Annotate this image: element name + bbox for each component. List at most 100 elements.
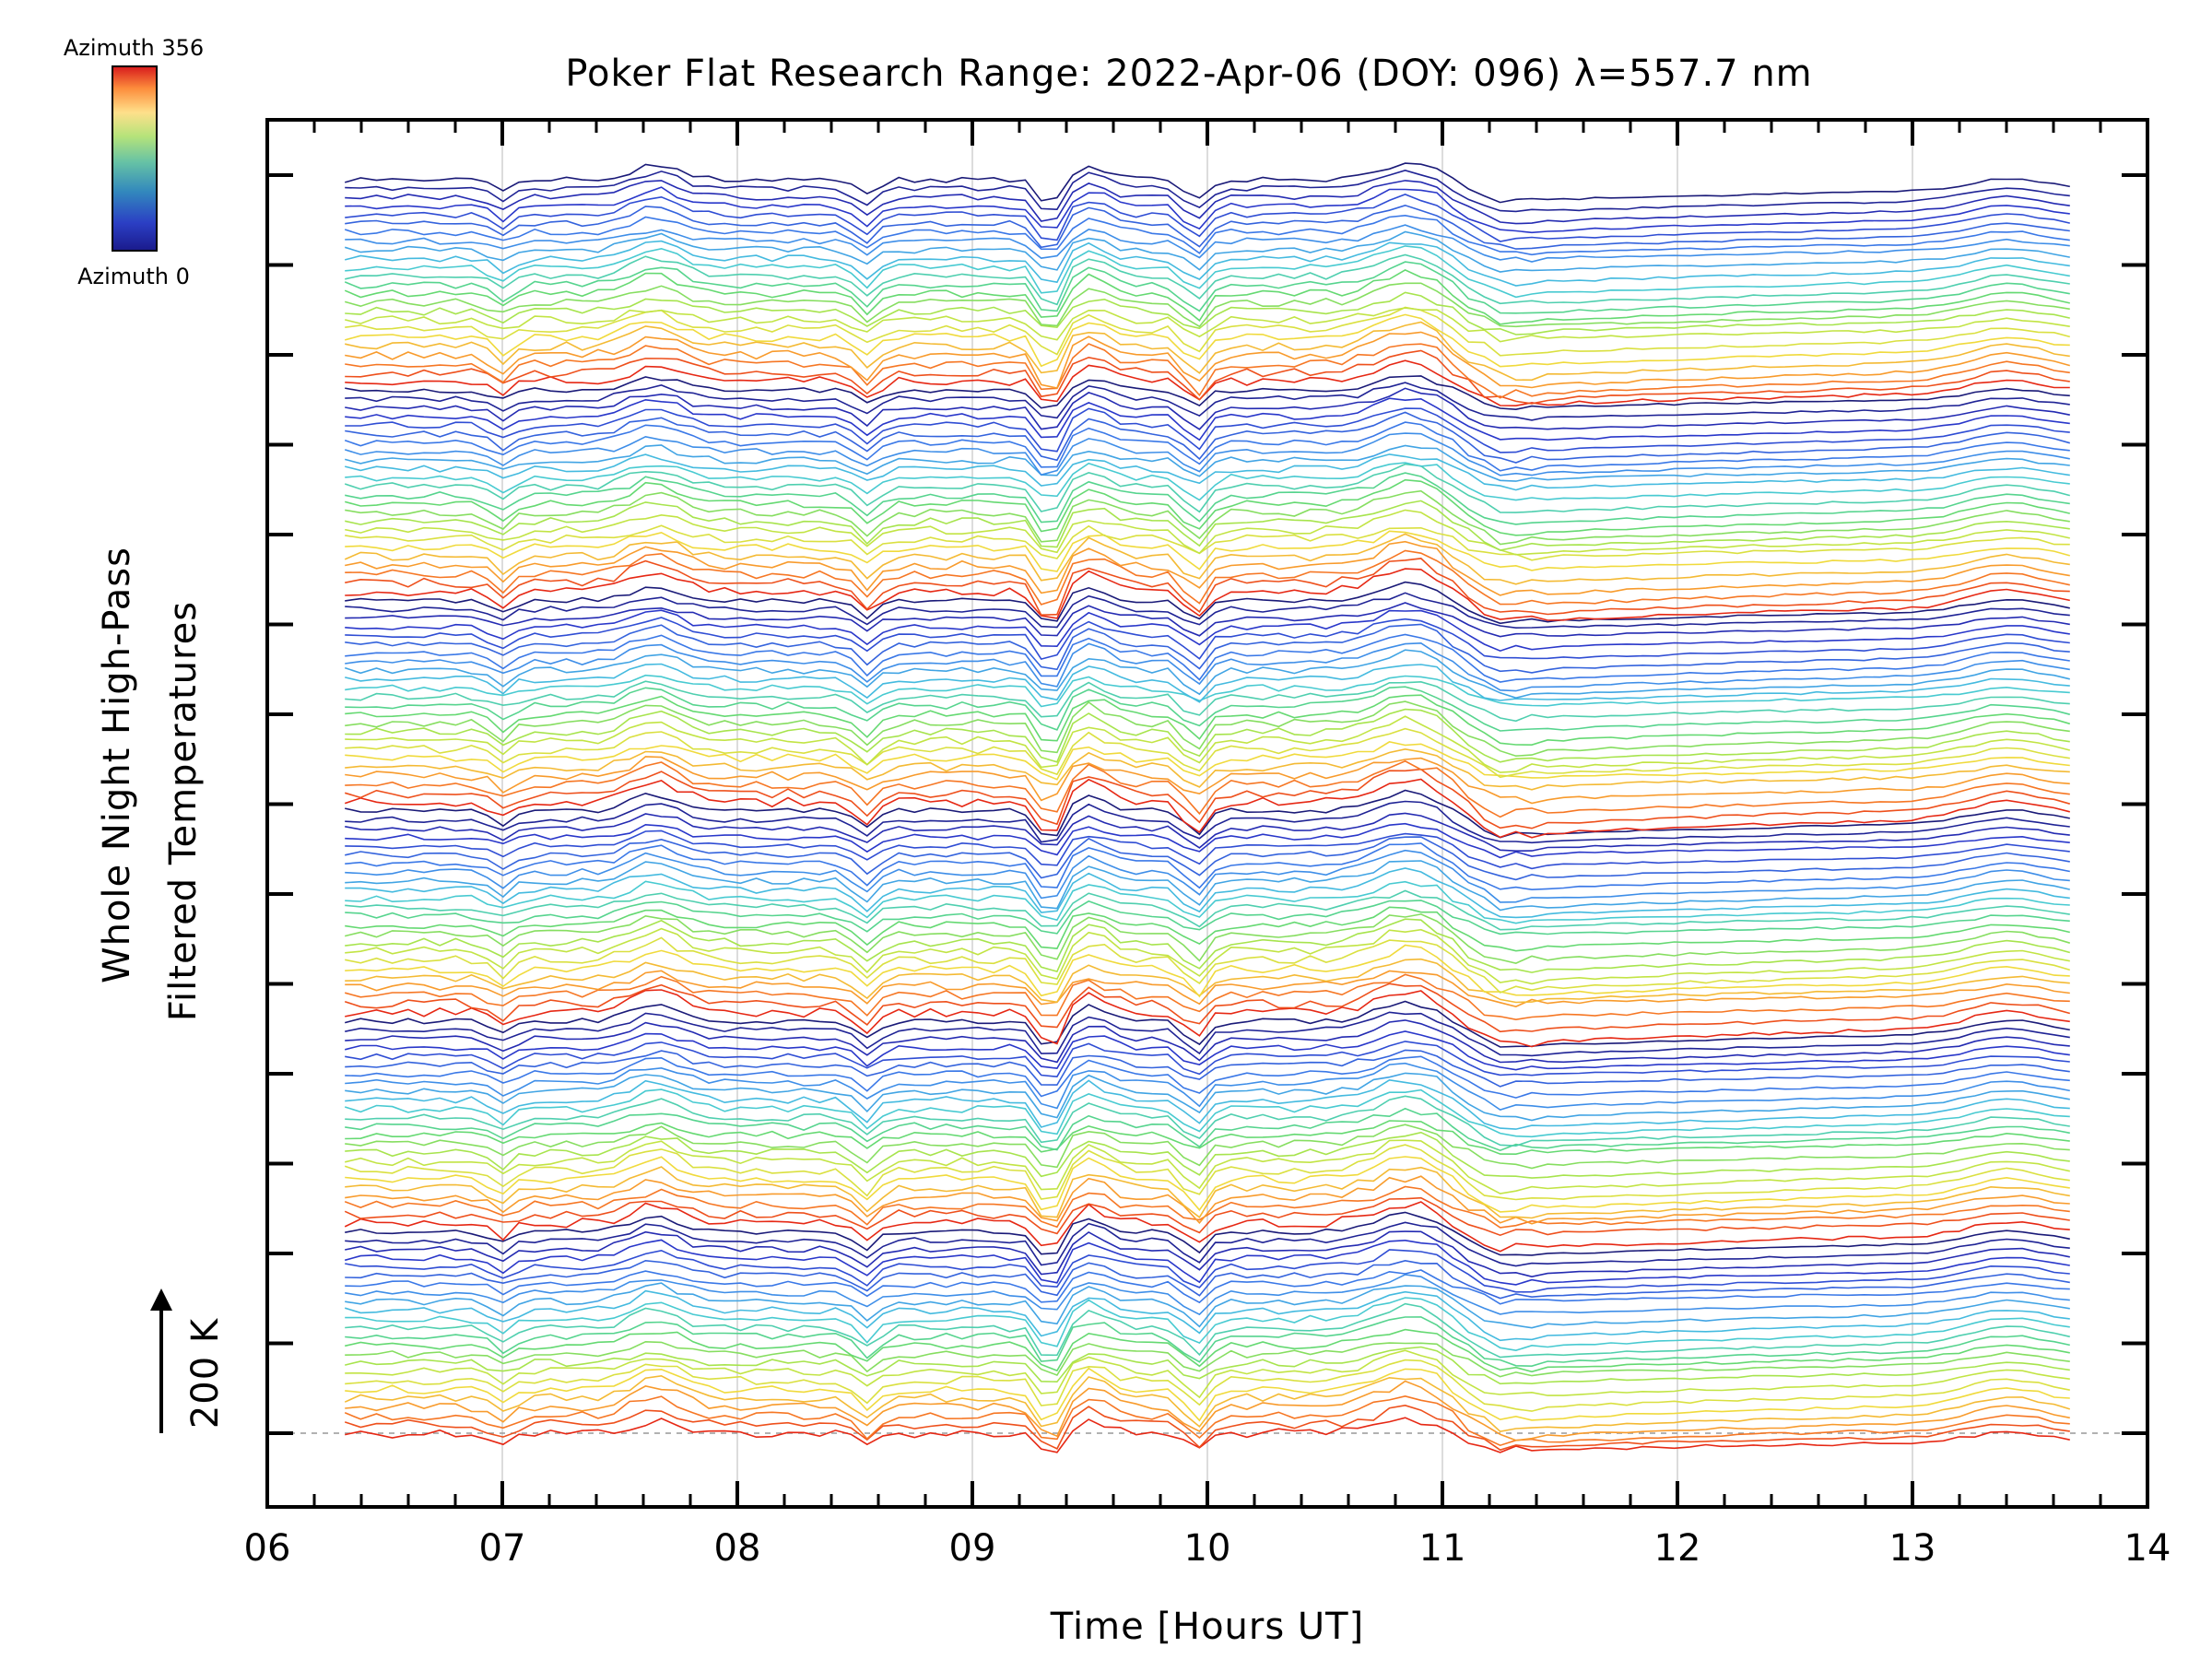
trace-line (345, 204, 2070, 250)
trace-line (345, 1078, 2070, 1130)
trace-line (345, 1041, 2070, 1078)
trace-line (345, 1274, 2070, 1316)
trace-line (345, 1302, 2070, 1359)
trace-line (344, 973, 2070, 1021)
trace-line (345, 1072, 2070, 1122)
trace-line (345, 602, 2070, 638)
trace-line (345, 331, 2071, 389)
trace-line (345, 1367, 2070, 1422)
trace-line (345, 867, 2070, 919)
trace-line (344, 261, 2070, 314)
trace-line (344, 1404, 2070, 1452)
trace-line (344, 1088, 2070, 1138)
trace-line (345, 694, 2071, 747)
trace-line (345, 549, 2070, 606)
trace-line (345, 1000, 2070, 1048)
trace-line (344, 768, 2071, 830)
trace-line (345, 913, 2071, 964)
trace-line (345, 641, 2070, 692)
scale-bar-label: 200 K (184, 1317, 227, 1429)
trace-line (345, 1259, 2070, 1300)
trace-line (345, 1221, 2070, 1267)
trace-line (345, 958, 2070, 1004)
x-tick-label: 08 (714, 1527, 761, 1570)
trace-line (345, 375, 2070, 411)
trace-line (345, 1156, 2070, 1213)
trace-line (344, 444, 2070, 482)
trace-line (345, 1175, 2070, 1225)
trace-line (345, 970, 2070, 1007)
trace-line (344, 533, 2070, 585)
trace-line (345, 1380, 2070, 1441)
trace-line (345, 307, 2070, 343)
trace-line (345, 663, 2070, 703)
trace-line (344, 162, 2070, 204)
traces (344, 162, 2071, 1453)
trace-line (345, 1055, 2070, 1099)
trace-line (345, 397, 2070, 441)
trace-line (345, 741, 2070, 781)
trace-line (345, 411, 2071, 464)
trace-line (345, 836, 2070, 881)
x-axis-label: Time [Hours UT] (1050, 1606, 1364, 1648)
trace-line (345, 1095, 2070, 1147)
trace-line (345, 382, 2070, 421)
trace-line (345, 906, 2070, 952)
trace-line (345, 453, 2070, 491)
trace-line (345, 1230, 2070, 1278)
trace-line (345, 1269, 2070, 1305)
trace-line (345, 349, 2070, 405)
trace-line (345, 822, 2070, 859)
y-axis-label-line2: Filtered Temperatures (162, 601, 205, 1021)
x-tick-label: 06 (244, 1527, 291, 1570)
trace-line (345, 789, 2070, 839)
trace-line (345, 1124, 2070, 1170)
trace-line (345, 1349, 2070, 1399)
trace-line (345, 1346, 2070, 1385)
trace-line (345, 633, 2070, 683)
trace-line (344, 313, 2070, 368)
trace-line (345, 1316, 2070, 1368)
trace-line (345, 1062, 2070, 1111)
trace-line (345, 1107, 2070, 1152)
trace-line (345, 944, 2070, 998)
trace-line (345, 343, 2070, 399)
trace-line (345, 180, 2070, 225)
trace-line (345, 1049, 2070, 1088)
trace-line (345, 715, 2070, 773)
trace-line (345, 169, 2070, 213)
trace-line (345, 1166, 2070, 1219)
trace-line (344, 1144, 2070, 1201)
trace-line (344, 268, 2070, 325)
trace-line (345, 747, 2070, 791)
trace-line (344, 1289, 2070, 1342)
trace-line (345, 1211, 2070, 1256)
x-tick-label: 12 (1654, 1527, 1701, 1570)
trace-line (345, 989, 2070, 1048)
trace-line (345, 830, 2070, 870)
trace-line (344, 982, 2071, 1033)
trace-line (345, 1030, 2070, 1071)
trace-line (344, 778, 2070, 839)
axes: 06 07 08 09 10 11 12 13 14 (244, 118, 2171, 1570)
trace-line (345, 686, 2071, 732)
trace-line (344, 1394, 2070, 1447)
trace-line (345, 609, 2070, 653)
trace-line (345, 708, 2070, 763)
trace-line (345, 889, 2070, 931)
x-tick-label: 07 (479, 1527, 526, 1570)
trace-line (345, 1019, 2070, 1064)
trace-line (344, 230, 2070, 273)
trace-line (345, 524, 2070, 561)
trace-line (345, 623, 2070, 674)
trace-line (345, 727, 2070, 779)
trace-line (345, 245, 2070, 299)
trace-line (345, 756, 2070, 805)
trace-line (345, 240, 2070, 287)
scale-bar: 200 K (150, 1288, 227, 1433)
trace-line (345, 880, 2070, 924)
trace-line (345, 1359, 2070, 1412)
trace-line (344, 1185, 2070, 1229)
trace-line (344, 1196, 2070, 1237)
